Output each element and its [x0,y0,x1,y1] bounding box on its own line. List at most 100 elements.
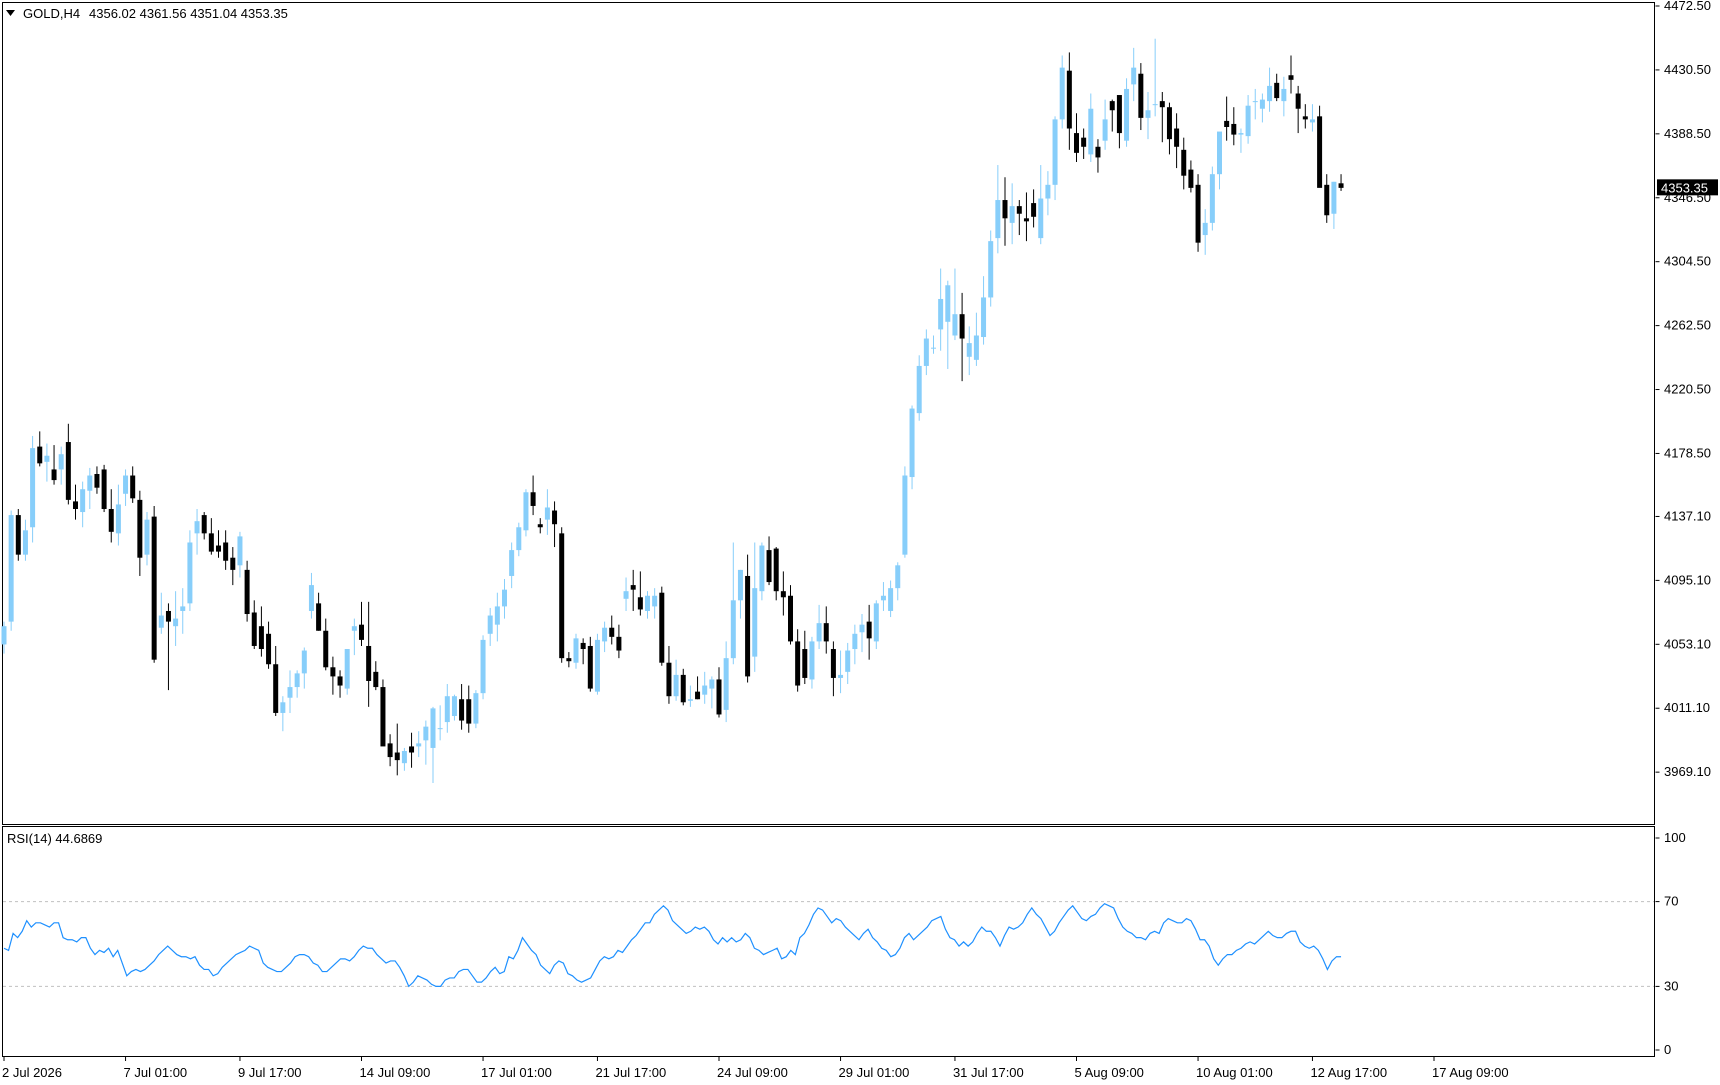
candle-body [673,674,679,697]
candle-body [73,501,78,510]
rsi-axis-label: 70 [1664,894,1678,909]
candle-body [1245,105,1251,137]
candle [1166,102,1172,155]
current-price-label: 4353.35 [1661,180,1708,195]
candle [1224,96,1230,141]
candle [480,635,486,700]
candle [165,603,171,691]
candle [123,469,129,506]
chart-symbol-label: GOLD,H4 [23,6,80,21]
candle [1281,76,1287,117]
candle-body [616,636,622,651]
candle-body [351,626,357,631]
candle [401,747,407,771]
candle-body [344,649,350,689]
collapse-triangle-icon[interactable] [6,10,15,16]
candle-body [630,585,636,590]
candle [916,355,922,421]
candle [752,542,758,672]
candle [552,501,558,548]
candle-body [180,606,186,611]
candle [544,489,550,535]
candle-body [788,595,793,642]
candle-body [838,674,844,678]
candle-body [1009,206,1015,223]
candle-body [1088,108,1094,155]
time-axis-label: 9 Jul 17:00 [238,1065,302,1080]
candle [323,618,329,671]
candle [37,431,43,467]
candle [702,671,708,704]
candle [945,280,951,369]
candle-body [945,285,951,322]
time-axis-label: 7 Jul 01:00 [124,1065,188,1080]
candle-body [1002,200,1008,219]
candle [1131,47,1137,102]
price-axis-label: 4137.10 [1664,508,1711,523]
candle-body [1238,133,1244,135]
candle [873,600,879,650]
candle-body [973,335,979,360]
candle-body [294,673,300,688]
candle-body [1074,133,1079,153]
candle-body [1066,70,1072,129]
candle [115,484,121,546]
candle-body [895,565,901,589]
candle-body [151,516,157,660]
candle-body [244,569,250,615]
candle-body [680,674,686,703]
candle-body [637,597,643,610]
candle [1045,171,1051,216]
candle [180,588,186,634]
candle-body [645,595,650,611]
candle [1016,200,1022,236]
candle-body [1202,222,1208,236]
candle-body [108,509,114,532]
candle-body [966,343,972,357]
candle-body [323,630,329,668]
candle-body [330,667,336,677]
candle [108,489,114,543]
candle-body [1324,184,1330,216]
candle-body [480,639,486,694]
candle-body [258,626,264,650]
time-axis-label: 24 Jul 09:00 [717,1065,788,1080]
candle [1152,38,1158,117]
candle-body [859,624,865,633]
candle [880,582,886,611]
candle [387,734,393,767]
candle [773,547,779,601]
time-axis-label: 31 Jul 17:00 [953,1065,1024,1080]
candle [966,326,972,376]
candle [151,505,157,663]
candle [373,661,379,691]
candle-body [1095,146,1101,158]
candle [630,569,636,611]
candle [780,571,786,616]
candle-body [516,527,522,551]
candle-body [952,314,958,336]
candle [902,466,908,558]
price-axis-label: 4053.10 [1664,636,1711,651]
candle-body [730,600,736,659]
candle [866,604,872,660]
candle-body [494,606,500,625]
candle-body [666,662,672,697]
candle-body [373,671,379,688]
candle [952,268,958,341]
candle-body [981,297,987,338]
candle [1288,55,1294,94]
candle [208,518,214,555]
candle-body [22,530,28,555]
candle-body [602,627,608,642]
candle [816,604,822,650]
price-axis-label: 4178.50 [1664,445,1711,460]
time-axis-label: 14 Jul 09:00 [360,1065,431,1080]
candle-body [287,687,293,698]
candle-body [1059,67,1065,120]
candle-body [1281,88,1287,102]
candle [344,649,350,695]
candle [1159,91,1165,143]
